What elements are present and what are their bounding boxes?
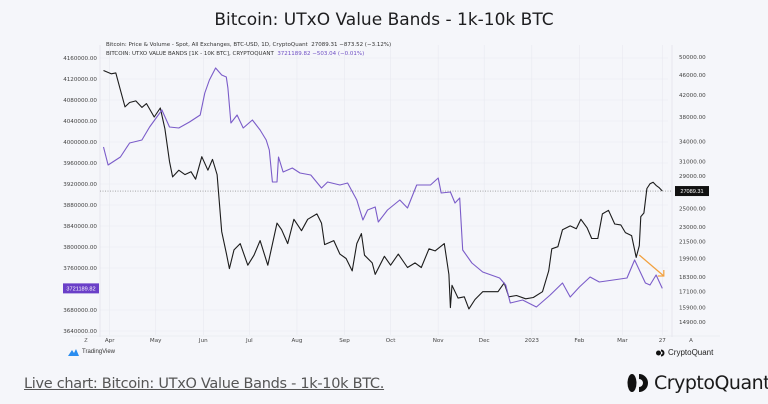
right-axis-tick-label: 14900.00 [679,320,706,326]
left-axis-tick-label: 4080000.00 [63,98,97,104]
trend-arrow-head [657,270,665,277]
right-axis-tick-label: 42000.00 [679,93,706,99]
legend-band: BITCOIN: UTXO VALUE BANDS [1K - 10K BTC]… [106,51,365,57]
x-axis-tick-label: Mar [617,338,628,344]
right-axis-tick-label: 38000.00 [679,115,706,121]
right-axis-tick-label: 18300.00 [679,275,706,281]
btc-price-line [103,69,663,310]
legend-price-value: 27089.31 −873.52 (−3.12%) [311,42,392,48]
left-axis-tick-label: 3840000.00 [63,224,97,230]
live-chart-link[interactable]: Live chart: Bitcoin: UTxO Value Bands - … [24,376,385,392]
left-axis-tick-label: 4000000.00 [63,140,97,146]
left-axis-scale-toggle[interactable]: Z [84,338,88,344]
cryptoquant-logo: CryptoQuant [627,372,768,394]
left-axis-tick-label: 4160000.00 [63,56,97,62]
plot-area [100,45,668,335]
right-axis-tick-label: 17100.00 [679,290,706,296]
right-axis-tick-label: 46000.00 [679,73,706,79]
price-value-badge-label: 27089.31 [680,189,703,195]
right-axis-tick-label: 50000.00 [679,55,706,61]
tradingview-logo[interactable]: TradingView [68,348,115,356]
x-axis-tick-label: Nov [433,338,445,344]
x-axis-tick-label: Apr [105,338,115,344]
left-axis-tick-label: 3800000.00 [63,245,97,251]
x-axis-tick-label: Aug [291,338,302,344]
left-axis-tick-label: 3760000.00 [63,266,97,272]
right-axis-tick-label: 23000.00 [679,225,706,231]
x-axis-tick-label: May [150,338,162,344]
legend-band-value: 3721189.82 −503.04 (−0.01%) [277,51,365,57]
right-axis-tick-label: 21500.00 [679,240,706,246]
left-axis-tick-label: 4120000.00 [63,77,97,83]
left-axis-tick-label: 3960000.00 [63,161,97,167]
cryptoquant-logo-icon [627,374,648,392]
left-axis-tick-label: 3680000.00 [63,308,97,314]
cryptoquant-watermark: CryptoQuant [656,348,713,357]
chart-legend: Bitcoin: Price & Volume - Spot, All Exch… [106,41,391,59]
right-axis-tick-label: 19900.00 [679,256,706,262]
x-axis-tick-label: Sep [339,338,350,344]
x-axis-tick-label: 2023 [525,338,540,344]
band-value-badge-label: 3721189.82 [66,286,95,292]
right-axis-tick-label: 15900.00 [679,306,706,312]
page-title: Bitcoin: UTxO Value Bands - 1k-10k BTC [214,10,554,30]
left-axis-tick-label: 3920000.00 [63,182,97,188]
left-axis-tick-label: 3640000.00 [63,329,97,335]
right-axis-auto-toggle[interactable]: A [689,338,693,344]
price-value-badge [675,186,709,197]
right-axis-tick-label: 31000.00 [679,160,706,166]
x-axis-tick-label: Feb [574,338,584,344]
left-axis-tick-label: 3880000.00 [63,203,97,209]
band-value-badge [63,283,99,294]
trend-arrow [638,254,665,277]
right-axis-tick-label: 34000.00 [679,139,706,145]
x-axis-tick-label: Oct [386,338,396,344]
right-axis-tick-label: 25000.00 [679,207,706,213]
x-axis-tick-label: Jul [245,338,253,344]
x-axis-tick-label: Jun [198,338,208,344]
right-axis-tick-label: 29000.00 [679,174,706,180]
utxo-band-line [102,67,663,308]
tradingview-icon [68,349,79,356]
left-axis-tick-label: 4040000.00 [63,119,97,125]
x-axis-tick-label: Dec [479,338,490,344]
cryptoquant-icon [656,349,665,356]
x-axis-tick-label: 27 [659,338,667,344]
legend-price: Bitcoin: Price & Volume - Spot, All Exch… [106,42,392,48]
